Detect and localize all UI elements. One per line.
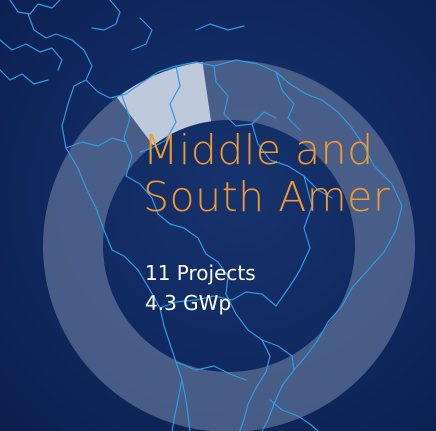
region-title-line-1: Middle and — [143, 126, 374, 174]
region-title: Middle and South Amer — [143, 127, 390, 221]
region-stats: 11 Projects 4.3 GWp — [145, 258, 256, 318]
projects-count: 11 Projects — [145, 261, 256, 285]
country-borders — [0, 0, 403, 431]
progress-ring-highlight — [117, 61, 212, 146]
progress-ring-track — [43, 60, 415, 431]
region-title-line-2: South Amer — [143, 173, 391, 221]
capacity-value: 4.3 GWp — [145, 291, 232, 315]
